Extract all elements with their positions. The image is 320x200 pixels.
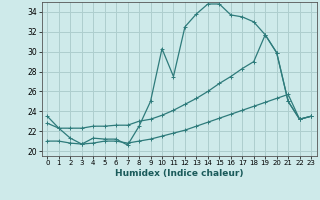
X-axis label: Humidex (Indice chaleur): Humidex (Indice chaleur) <box>115 169 244 178</box>
